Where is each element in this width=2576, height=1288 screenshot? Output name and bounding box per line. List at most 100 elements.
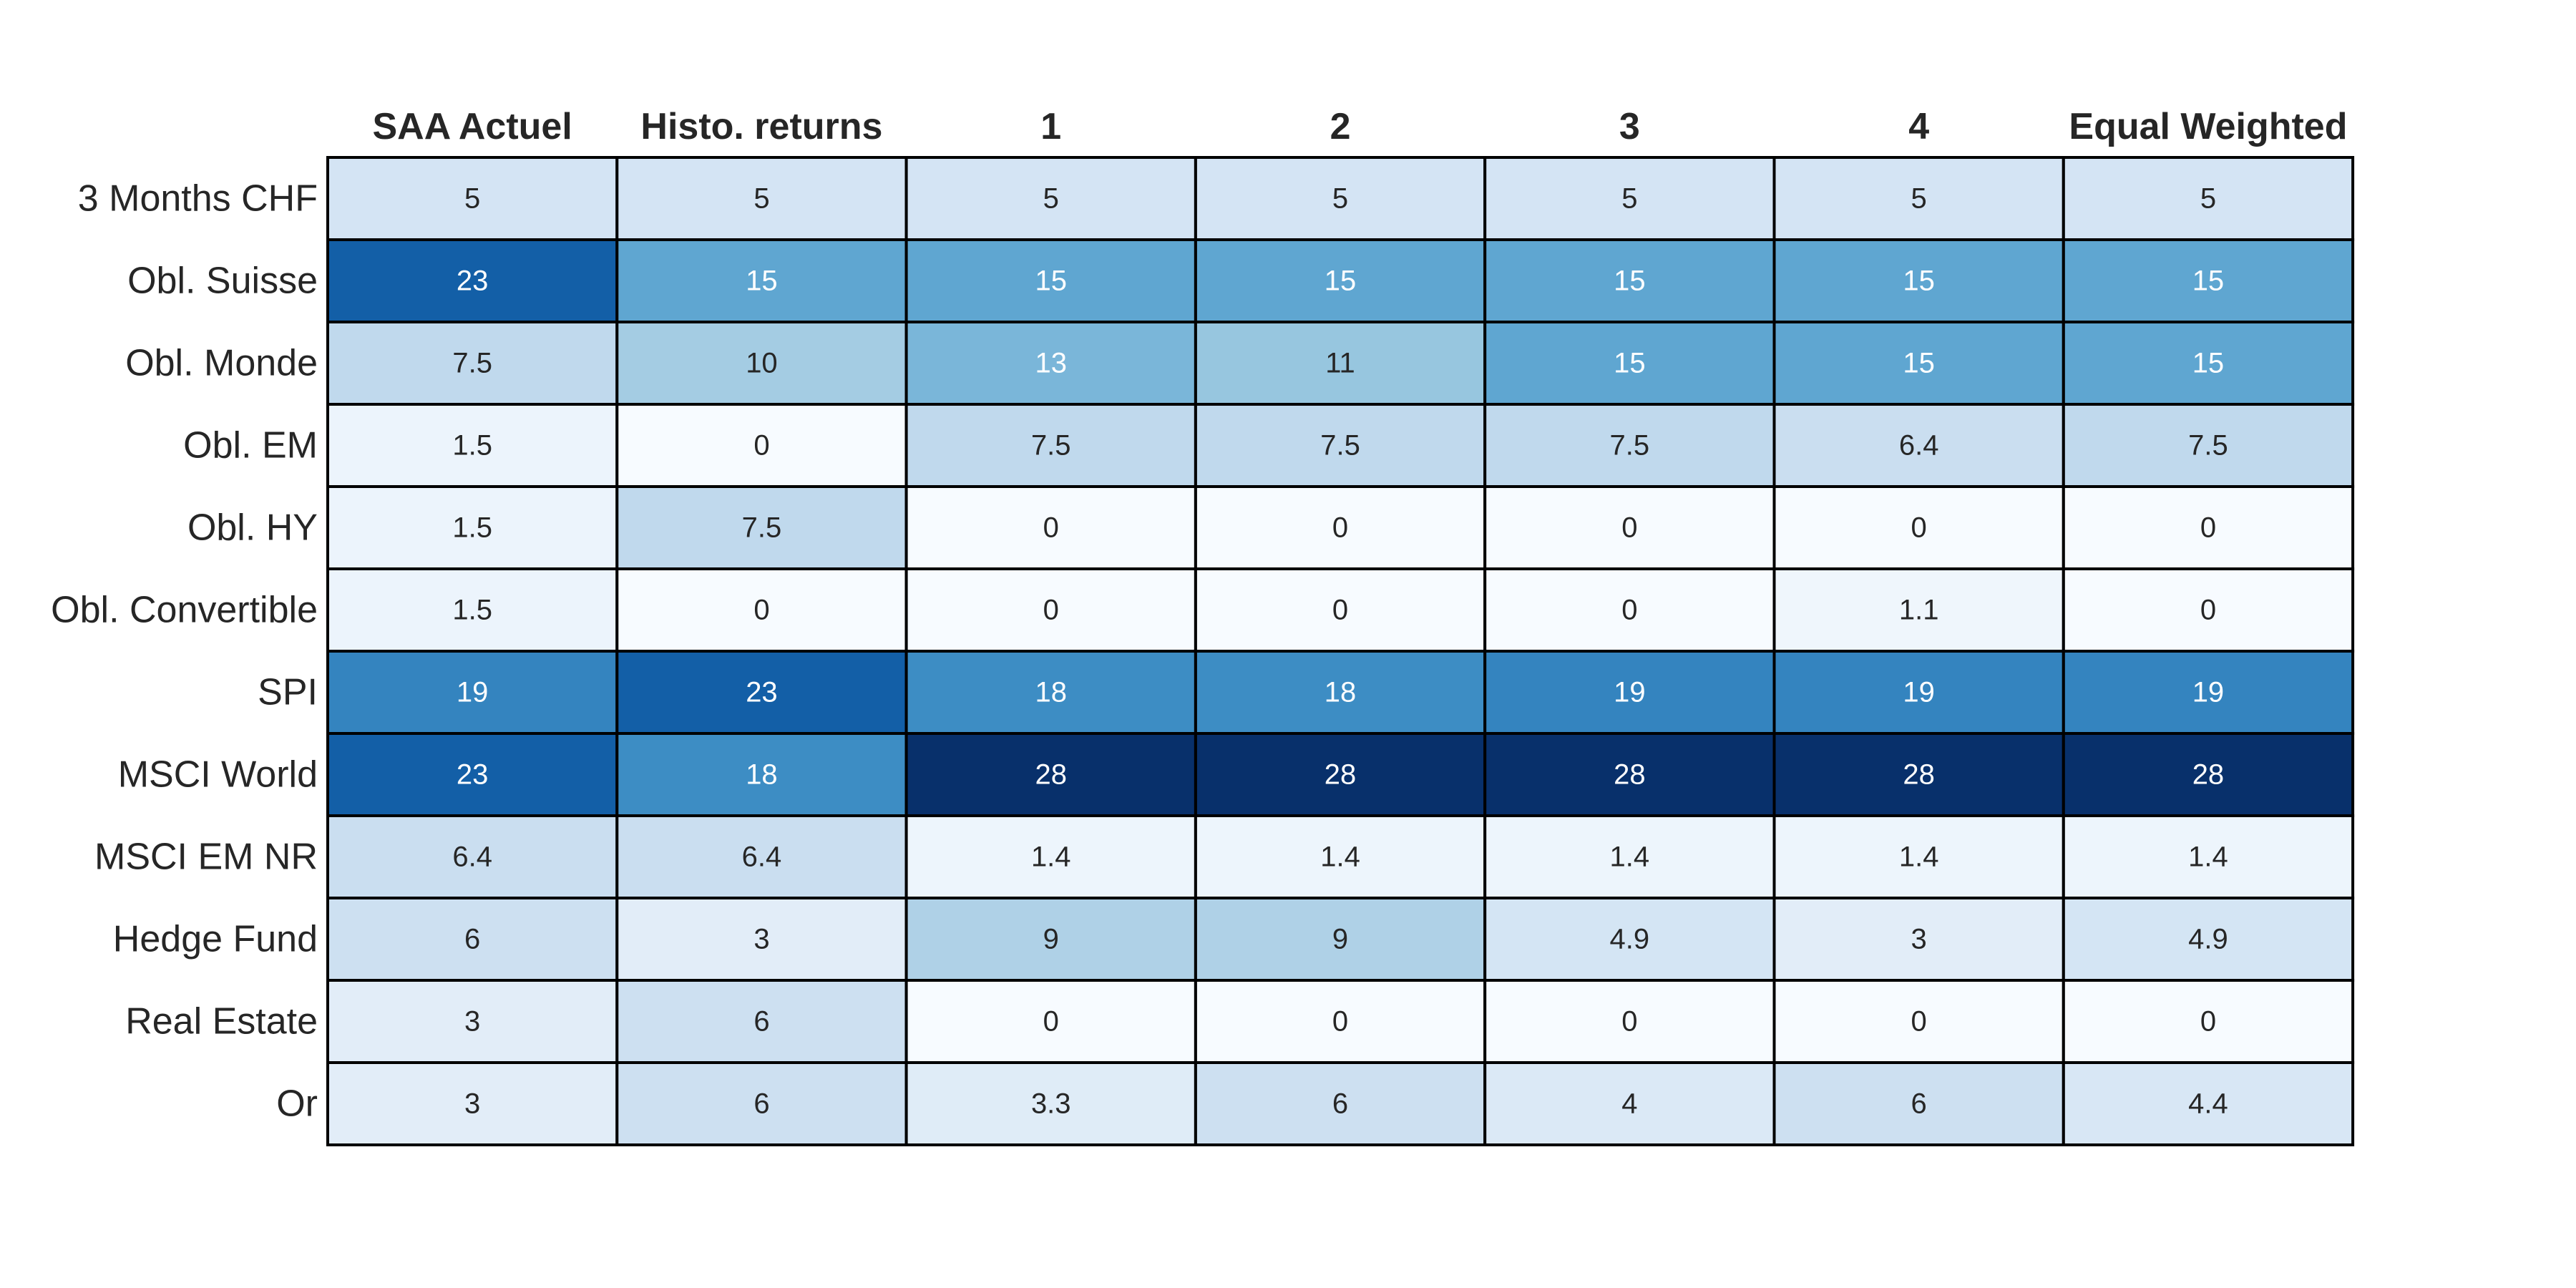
- heatmap-cell: [1194, 567, 1487, 653]
- cell-value-label: 15: [1903, 348, 1935, 379]
- heatmap-cell: [1483, 567, 1776, 653]
- cell-value-label: 5: [464, 183, 480, 215]
- heatmap-cell: [2062, 732, 2355, 817]
- heatmap-cell: [1483, 238, 1776, 323]
- cell-value-label: 7.5: [2188, 430, 2228, 462]
- cell-value-label: 9: [1043, 924, 1059, 955]
- cell-value-label: 19: [1903, 677, 1935, 708]
- column-label: SAA Actuel: [373, 106, 572, 147]
- row-label: 3 Months CHF: [78, 178, 318, 220]
- heatmap-cell: [1194, 979, 1487, 1064]
- cell-value-label: 7.5: [1610, 430, 1650, 462]
- cell-value-label: 0: [2200, 595, 2216, 626]
- heatmap-cell: [2062, 650, 2355, 735]
- cell-value-label: 5: [753, 183, 769, 215]
- cell-value-label: 11: [1325, 348, 1355, 379]
- row-label: Obl. Suisse: [127, 260, 318, 302]
- cell-value-label: 1.4: [1899, 841, 1939, 873]
- cell-value-label: 13: [1035, 348, 1068, 379]
- heatmap-cell: [326, 485, 619, 570]
- heatmap-cell: [2062, 897, 2355, 982]
- heatmap-cell: [615, 1061, 908, 1146]
- heatmap-cell: [2062, 403, 2355, 488]
- heatmap-cell: [2062, 567, 2355, 653]
- heatmap-cell: [615, 156, 908, 241]
- cell-value-label: 0: [1621, 1006, 1637, 1038]
- heatmap-cell: [326, 650, 619, 735]
- cell-value-label: 23: [457, 759, 489, 791]
- heatmap-cell: [904, 979, 1197, 1064]
- row-label: SPI: [258, 672, 318, 713]
- cell-value-label: 18: [746, 759, 778, 791]
- heatmap-cell: [326, 897, 619, 982]
- heatmap-cell: [326, 567, 619, 653]
- cell-value-label: 0: [1621, 512, 1637, 544]
- heatmap-cell: [615, 732, 908, 817]
- cell-value-label: 5: [1332, 183, 1348, 215]
- heatmap-cells: [326, 156, 2355, 1146]
- row-label: Obl. HY: [187, 507, 318, 549]
- heatmap-cell: [1194, 1061, 1487, 1146]
- heatmap-cell: [1483, 814, 1776, 899]
- cell-value-label: 1.1: [1899, 595, 1939, 626]
- row-label: Or: [276, 1083, 318, 1125]
- cell-value-label: 7.5: [742, 512, 782, 544]
- heatmap-cell: [1194, 321, 1487, 406]
- row-label: Obl. Monde: [125, 343, 318, 384]
- cell-value-label: 0: [1332, 1006, 1348, 1038]
- heatmap-cell: [2062, 979, 2355, 1064]
- cell-value-label: 5: [1043, 183, 1059, 215]
- column-label: Histo. returns: [640, 106, 882, 147]
- cell-value-label: 19: [2192, 677, 2225, 708]
- heatmap-cell: [2062, 238, 2355, 323]
- cell-value-label: 15: [1324, 265, 1357, 297]
- cell-value-label: 10: [746, 348, 778, 379]
- cell-value-label: 6.4: [742, 841, 782, 873]
- cell-value-label: 7.5: [1031, 430, 1071, 462]
- cell-value-label: 0: [2200, 1006, 2216, 1038]
- cell-value-label: 3: [464, 1088, 480, 1120]
- row-label: MSCI EM NR: [94, 836, 318, 878]
- heatmap-cell: [904, 814, 1197, 899]
- heatmap-cell: [615, 403, 908, 488]
- cell-value-label: 28: [1324, 759, 1357, 791]
- cell-value-label: 7.5: [1320, 430, 1360, 462]
- row-label: MSCI World: [118, 754, 318, 796]
- heatmap-cell: [615, 321, 908, 406]
- heatmap-cell: [904, 238, 1197, 323]
- cell-value-label: 28: [1614, 759, 1646, 791]
- cell-value-label: 6: [753, 1006, 769, 1038]
- cell-value-label: 0: [1911, 1006, 1927, 1038]
- cell-value-label: 15: [1903, 265, 1935, 297]
- row-label: Obl. EM: [183, 425, 318, 467]
- cell-value-label: 4.4: [2188, 1088, 2228, 1120]
- cell-value-label: 5: [2200, 183, 2216, 215]
- row-label: Obl. Convertible: [51, 590, 318, 631]
- cell-value-label: 15: [746, 265, 778, 297]
- row-labels: 3 Months CHF Obl. Suisse Obl. Monde Obl. EM…: [51, 178, 318, 1125]
- heatmap-cell: [1772, 650, 2065, 735]
- heatmap-cell: [1194, 897, 1487, 982]
- cell-value-label: 4.9: [2188, 924, 2228, 955]
- heatmap-cell: [326, 156, 619, 241]
- heatmap-cell: [1772, 403, 2065, 488]
- cell-value-label: 4.9: [1610, 924, 1650, 955]
- heatmap-cell: [1194, 650, 1487, 735]
- cell-value-label: 28: [1035, 759, 1068, 791]
- heatmap-cell: [1772, 979, 2065, 1064]
- cell-value-label: 3: [1911, 924, 1927, 955]
- cell-value-label: 0: [2200, 512, 2216, 544]
- heatmap-cell: [904, 485, 1197, 570]
- column-labels: SAA Actuel Histo. returns 1 2 3 4 Equal Weight…: [373, 106, 2348, 147]
- cell-value-label: 18: [1035, 677, 1068, 708]
- heatmap-cell: [2062, 321, 2355, 406]
- cell-value-label: 0: [1332, 512, 1348, 544]
- cell-value-label: 9: [1332, 924, 1348, 955]
- heatmap-cell: [326, 238, 619, 323]
- cell-value-label: 19: [1614, 677, 1646, 708]
- cell-value-label: 23: [457, 265, 489, 297]
- heatmap-cell: [326, 403, 619, 488]
- column-label: 2: [1330, 106, 1351, 147]
